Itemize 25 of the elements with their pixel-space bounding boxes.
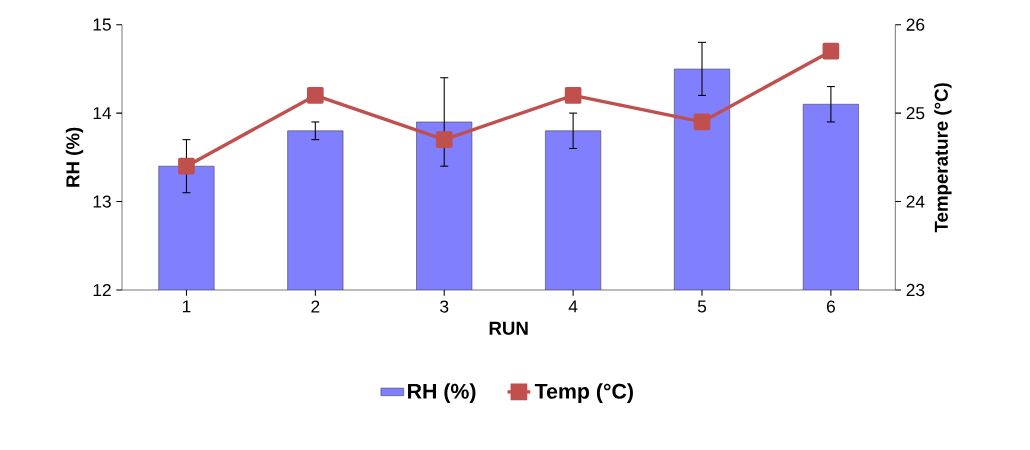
- point: [307, 87, 324, 104]
- point: [564, 87, 582, 104]
- x-tick-label: 4: [568, 300, 578, 313]
- x-tick-label: 3: [440, 300, 449, 313]
- y-tick-label: 15: [93, 18, 111, 31]
- y-tick-label: 14: [93, 107, 112, 120]
- y2-tick-label: 24: [906, 195, 925, 208]
- point: [693, 113, 711, 131]
- y-axis-title: RH (%): [65, 127, 84, 187]
- y-tick-label: 13: [93, 195, 111, 208]
- legend-label: RH (%): [408, 383, 476, 404]
- point: [435, 131, 453, 148]
- x-tick-label: 2: [311, 300, 320, 313]
- x-tick-label: 6: [826, 300, 835, 313]
- point: [822, 42, 840, 60]
- point: [178, 157, 195, 175]
- y2-tick-label: 23: [906, 283, 925, 297]
- y2-tick-label: 26: [906, 18, 925, 31]
- y2-tick-label: 25: [906, 106, 925, 120]
- y-tick-label: 12: [93, 283, 111, 297]
- y2-axis-title: Temperature (°C): [934, 83, 952, 233]
- legend-label: Temp (°C): [534, 383, 633, 404]
- x-tick-label: 5: [697, 300, 707, 313]
- x-axis-title: RUN: [489, 321, 528, 335]
- x-tick-label: 1: [182, 300, 191, 313]
